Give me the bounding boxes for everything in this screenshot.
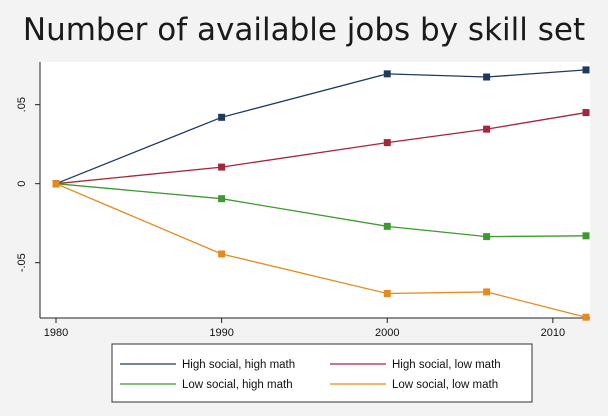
- data-point: [582, 109, 590, 117]
- legend-label: Low social, high math: [182, 379, 293, 391]
- data-point: [483, 125, 491, 133]
- x-tick-label: 1990: [209, 327, 233, 339]
- data-point: [483, 288, 491, 296]
- data-point: [52, 180, 60, 188]
- x-tick-label: 1980: [44, 327, 68, 339]
- chart-title: Number of available jobs by skill set: [22, 12, 586, 48]
- data-point: [218, 113, 226, 121]
- legend-label: Low social, low math: [392, 379, 498, 391]
- data-point: [383, 139, 391, 147]
- data-point: [582, 66, 590, 74]
- legend-box: [111, 343, 533, 403]
- y-tick-label: 0: [16, 181, 28, 187]
- data-point: [383, 222, 391, 230]
- legend-label: High social, high math: [182, 359, 295, 371]
- plot-area: .05 0 -.05 1980 1990 2000 2010: [16, 62, 590, 339]
- data-point: [383, 290, 391, 298]
- data-point: [218, 163, 226, 171]
- data-point: [582, 313, 590, 321]
- data-point: [483, 233, 491, 241]
- legend-label: High social, low math: [392, 359, 501, 371]
- data-point: [483, 73, 491, 81]
- data-point: [582, 232, 590, 240]
- data-point: [218, 195, 226, 203]
- data-point: [218, 250, 226, 258]
- data-point: [383, 70, 391, 78]
- y-tick-label: .05: [16, 97, 28, 112]
- x-tick-label: 2010: [541, 327, 565, 339]
- x-tick-label: 2000: [375, 327, 399, 339]
- y-tick-label: -.05: [16, 253, 28, 272]
- legend: High social, high math High social, low m…: [111, 343, 533, 403]
